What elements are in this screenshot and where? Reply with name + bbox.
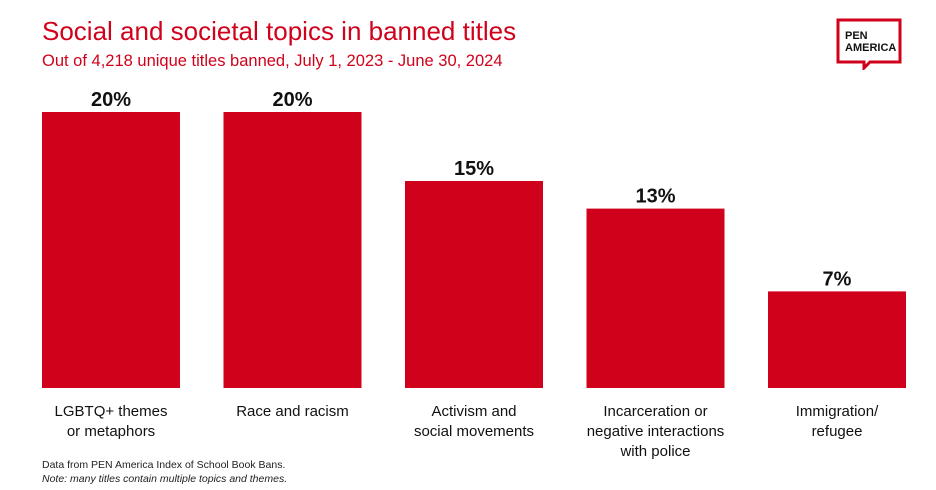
bar-1 (42, 112, 180, 388)
logo-line2: AMERICA (845, 42, 896, 54)
bar-5 (768, 291, 906, 388)
value-label-4: 13% (635, 186, 675, 208)
source-note: Data from PEN America Index of School Bo… (42, 459, 286, 471)
category-label-1: LGBTQ+ themes or metaphors (55, 403, 168, 440)
value-label-3: 15% (454, 158, 494, 180)
value-label-2: 20% (272, 89, 312, 111)
chart-title: Social and societal topics in banned tit… (42, 16, 517, 46)
category-label-4: Incarceration or negative interactions wit… (587, 403, 725, 460)
bar-4 (586, 208, 725, 388)
pen-america-logo: PEN AMERICA (836, 18, 902, 70)
bar-3 (405, 181, 543, 388)
chart-subtitle: Out of 4,218 unique titles banned, July … (42, 52, 503, 70)
bar-2 (223, 112, 362, 388)
category-label-2: Race and racism (236, 403, 349, 420)
multi-topic-note: Note: many titles contain multiple topic… (42, 473, 288, 485)
category-label-5: Immigration/refugee (796, 403, 879, 440)
logo-line1: PEN (845, 30, 868, 42)
value-label-1: 20% (91, 89, 131, 111)
category-label-3: Activism and social movements (414, 403, 534, 440)
value-label-5: 7% (823, 268, 852, 290)
